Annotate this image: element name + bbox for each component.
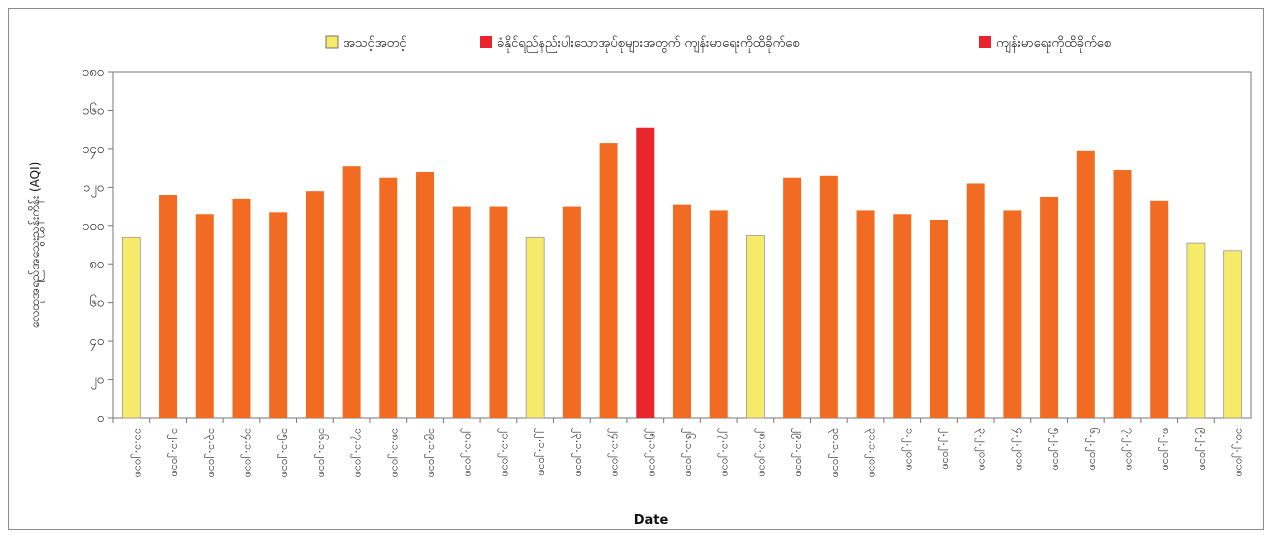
y-axis-title: လေထုအရည်အသွေးညွှန်းကိန်း (AQI) — [27, 162, 45, 329]
bar-17 — [709, 210, 728, 418]
bar-19 — [783, 177, 802, 418]
bar-31 — [1223, 250, 1243, 419]
x-tick-label-13: ၂၃.၁.၂၀၁၈ — [571, 428, 586, 477]
bar-28 — [1113, 170, 1132, 418]
x-tick-label-23: ၂.၂.၂၀၁၈ — [938, 428, 953, 470]
x-tick-label-4: ၁၄.၁.၂၀၁၈ — [240, 428, 255, 478]
bar-9 — [416, 171, 435, 418]
bars — [121, 127, 1243, 419]
bar-4 — [232, 198, 251, 418]
x-tick-label-8: ၁၈.၁.၂၀၁၈ — [387, 428, 402, 478]
x-tick-label-20: ၃၀.၁.၂၀၁၈ — [828, 428, 843, 478]
bar-3 — [195, 214, 214, 418]
bar-5 — [269, 212, 288, 418]
bar-18 — [746, 234, 765, 419]
x-tick-label-3: ၁၃.၁.၂၀၁၈ — [204, 428, 219, 478]
x-tick-label-17: ၂၇.၁.၂၀၁၈ — [718, 428, 733, 477]
x-tick-label-10: ၂၀.၁.၂၀၁၈ — [461, 428, 476, 477]
x-tick-label-24: ၃.၂.၂၀၁၈ — [975, 428, 990, 471]
x-tick-label-6: ၁၆.၁.၂၀၁၈ — [314, 428, 329, 478]
x-tick-label-29: ၈.၂.၂၀၁၈ — [1158, 428, 1173, 471]
bar-10 — [452, 206, 471, 418]
y-tick-label: ၄၀ — [89, 334, 104, 351]
x-tick-label-28: ၇.၂.၂၀၁၈ — [1122, 428, 1137, 471]
y-tick-label: ၁၀၀ — [82, 219, 104, 234]
x-tick-label-25: ၄.၂.၂၀၁၈ — [1011, 428, 1026, 471]
y-axis: ၀ ၂၀ ၄၀ ၆၀ ၈၀ ၁၀၀ ၁၂၀ ၁၄၀ ၁၆၀ ၁၈၀ — [82, 65, 113, 426]
bar-13 — [562, 206, 581, 418]
x-axis-title: Date — [634, 513, 669, 528]
bar-14 — [599, 143, 618, 418]
bar-2 — [159, 195, 178, 418]
x-tick-label-26: ၅.၂.၂၀၁၈ — [1048, 428, 1063, 471]
bar-6 — [305, 191, 324, 418]
bar-1 — [121, 236, 141, 419]
bar-15 — [636, 127, 655, 418]
bar-22 — [893, 214, 912, 418]
bar-20 — [819, 175, 838, 418]
bar-26 — [1040, 196, 1059, 418]
x-tick-label-7: ၁၇.၁.၂၀၁၈ — [351, 428, 366, 478]
bar-29 — [1150, 200, 1169, 418]
y-tick-label: ၂၀ — [90, 373, 104, 390]
chart-frame: အသင့်အတင့် ခံနိုင်ရည်နည်းပါးသောအုပ်စုမျာ… — [8, 8, 1264, 530]
bar-7 — [342, 166, 361, 418]
x-tick-label-12: ၂၂.၁.၂၀၁၈ — [534, 428, 549, 476]
x-tick-label-5: ၁၅.၁.၂၀၁၈ — [277, 428, 292, 478]
bar-25 — [1003, 210, 1022, 418]
y-tick-label: ၁၆၀ — [82, 102, 104, 118]
x-tick-label-22: ၁.၂.၂၀၁၈ — [901, 428, 916, 471]
x-tick-label-19: ၂၉.၁.၂၀၁၈ — [791, 428, 806, 477]
x-tick-label-31: ၁၀.၂.၂၀၁၈ — [1232, 428, 1247, 477]
bar-23 — [929, 220, 948, 418]
aqi-bar-chart: အသင့်အတင့် ခံနိုင်ရည်နည်းပါးသောအုပ်စုမျာ… — [27, 35, 1252, 528]
x-tick-label-16: ၂၆.၁.၂၀၁၈ — [681, 428, 696, 477]
y-tick-label: ၁၄၀ — [82, 142, 104, 159]
bar-27 — [1076, 150, 1095, 419]
bar-11 — [489, 206, 508, 418]
y-tick-label: ၆၀ — [89, 295, 104, 311]
y-tick-label: ၁၂၀ — [83, 180, 104, 197]
y-tick-label: ၀ — [97, 411, 104, 426]
x-tick-label-1: ၁၁.၁.၂၀၁၈ — [130, 428, 145, 478]
x-tick-label-18: ၂၈.၁.၂၀၁၈ — [754, 428, 769, 477]
legend-label-unhealthy: ကျန်းမာရေးကိုထိခိုက်စေ — [996, 35, 1111, 53]
x-tick-label-30: ၉.၂.၂၀၁၈ — [1195, 428, 1210, 471]
bar-8 — [379, 177, 398, 418]
bar-21 — [856, 210, 875, 418]
legend-label-sensitive: ခံနိုင်ရည်နည်းပါးသောအုပ်စုများအတွက် ကျန်… — [497, 35, 800, 53]
x-tick-label-15: ၂၅.၁.၂၀၁၈ — [644, 428, 659, 477]
y-tick-label: ၈၀ — [89, 257, 104, 272]
legend-swatch-sensitive — [480, 36, 492, 48]
bar-30 — [1186, 242, 1206, 419]
x-tick-label-11: ၂၁.၁.၂၀၁၈ — [497, 428, 512, 477]
x-tick-label-21: ၃၁.၁.၂၀၁၈ — [865, 428, 880, 478]
legend-label-moderate: အသင့်အတင့် — [343, 35, 407, 51]
x-tick-label-9: ၁၉.၁.၂၀၁၈ — [424, 428, 439, 478]
x-tick-label-2: ၁၂.၁.၂၀၁၈ — [167, 428, 182, 477]
legend: အသင့်အတင့် ခံနိုင်ရည်နည်းပါးသောအုပ်စုမျာ… — [325, 35, 1111, 53]
legend-swatch-unhealthy — [979, 36, 991, 48]
x-tick-label-14: ၂၄.၁.၂၀၁၈ — [608, 428, 623, 477]
bar-16 — [673, 204, 691, 418]
x-axis: ၁၁.၁.၂၀၁၈ ၁၂.၁.၂၀၁၈ ၁၃.၁.၂၀၁၈ ၁၄.၁.၂၀၁၈ ၁၅.၁… — [112, 418, 1247, 478]
y-tick-label: ၁၈၀ — [82, 65, 104, 80]
x-tick-label-27: ၆.၂.၂၀၁၈ — [1085, 428, 1100, 471]
bar-12 — [525, 236, 545, 419]
bar-24 — [966, 183, 985, 418]
legend-swatch-moderate — [325, 35, 339, 49]
